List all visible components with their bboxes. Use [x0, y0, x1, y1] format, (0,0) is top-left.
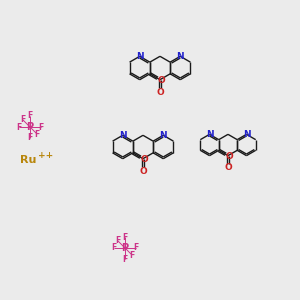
Text: O: O [140, 155, 148, 164]
Text: N: N [176, 52, 184, 61]
Text: N: N [243, 130, 250, 139]
Text: O: O [156, 88, 164, 97]
Text: N: N [160, 131, 167, 140]
Text: F: F [111, 244, 117, 253]
Text: O: O [139, 167, 147, 176]
Text: F: F [16, 122, 22, 131]
Text: N: N [119, 131, 127, 140]
Text: F: F [130, 251, 135, 260]
Text: F: F [20, 115, 26, 124]
Text: F: F [122, 232, 128, 242]
Text: O: O [225, 152, 233, 161]
Text: F: F [27, 134, 33, 142]
Text: N: N [136, 52, 143, 61]
Text: Ru: Ru [20, 155, 36, 165]
Text: P: P [122, 243, 129, 253]
Text: ++: ++ [38, 151, 54, 160]
Text: F: F [34, 130, 40, 139]
Text: F: F [115, 236, 121, 245]
Text: F: F [122, 254, 128, 263]
Text: F: F [134, 244, 139, 253]
Text: O: O [158, 76, 165, 85]
Text: F: F [38, 122, 43, 131]
Text: F: F [27, 112, 33, 121]
Text: N: N [206, 130, 213, 139]
Text: P: P [26, 122, 34, 132]
Text: O: O [224, 163, 232, 172]
